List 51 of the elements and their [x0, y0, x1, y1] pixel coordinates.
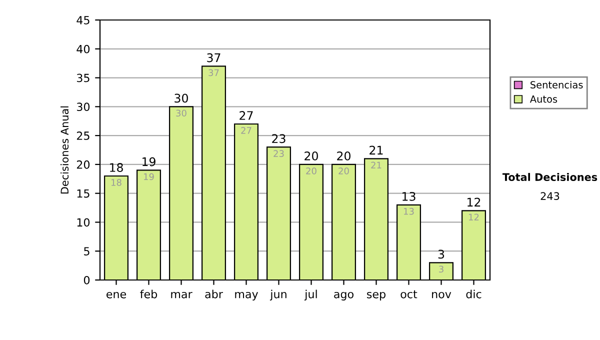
data-label: 23 [274, 150, 284, 157]
x-tick-label: ago [334, 292, 354, 300]
data-label: 20 [338, 167, 349, 174]
data-label: 27 [241, 127, 252, 134]
y-tick-label: 0 [84, 276, 90, 284]
x-tick-label: may [235, 292, 258, 300]
total-label: 13 [402, 192, 416, 201]
data-label: 21 [371, 162, 382, 168]
y-tick-label: 15 [77, 189, 90, 198]
x-tick-label: jun [270, 290, 286, 300]
y-tick-label: 45 [76, 16, 90, 24]
x-tick-label: sep [367, 292, 386, 300]
total-label: 27 [240, 111, 253, 120]
x-tick-label: nov [432, 292, 452, 298]
total-label: 23 [272, 134, 286, 144]
total-label: 37 [207, 53, 220, 62]
total-label: 30 [174, 94, 188, 103]
data-label: 13 [404, 208, 414, 215]
data-label: 20 [306, 167, 316, 174]
total-label: 21 [370, 146, 383, 154]
total-label: 12 [468, 198, 480, 206]
legend-label: Autos [530, 96, 558, 103]
x-tick-label: feb [140, 290, 158, 298]
x-tick-label: jul [304, 290, 317, 300]
data-label: 12 [469, 214, 479, 220]
legend-label: Sentencias [530, 80, 583, 88]
x-tick-label: oct [400, 290, 418, 298]
x-tick-label: mar [171, 292, 192, 298]
y-tick-label: 35 [76, 74, 90, 82]
x-tick-label: abr [205, 290, 223, 298]
data-label: 19 [144, 173, 154, 180]
text: Total Decisiones [502, 172, 598, 182]
total-label: 18 [110, 163, 123, 172]
y-tick-label: 20 [76, 160, 90, 169]
y-tick-label: 5 [84, 247, 90, 256]
data-label: 18 [112, 179, 122, 186]
y-tick-label: 30 [76, 102, 90, 112]
total-label: 3 [438, 250, 444, 259]
total-label: 20 [337, 151, 350, 160]
data-label: 37 [208, 69, 219, 76]
x-tick-label: ene [106, 292, 126, 298]
y-tick-label: 10 [77, 218, 90, 227]
data-label: 30 [176, 110, 186, 117]
total-label: 19 [142, 157, 156, 166]
text: 243 [540, 192, 560, 200]
x-tick-label: dic [466, 290, 482, 298]
data-label: 3 [439, 266, 444, 273]
total-label: 20 [304, 151, 318, 160]
y-tick-label: 25 [76, 132, 90, 140]
y-tick-label: 40 [76, 44, 90, 54]
y-axis-title: Decisiones Anual [60, 106, 69, 194]
